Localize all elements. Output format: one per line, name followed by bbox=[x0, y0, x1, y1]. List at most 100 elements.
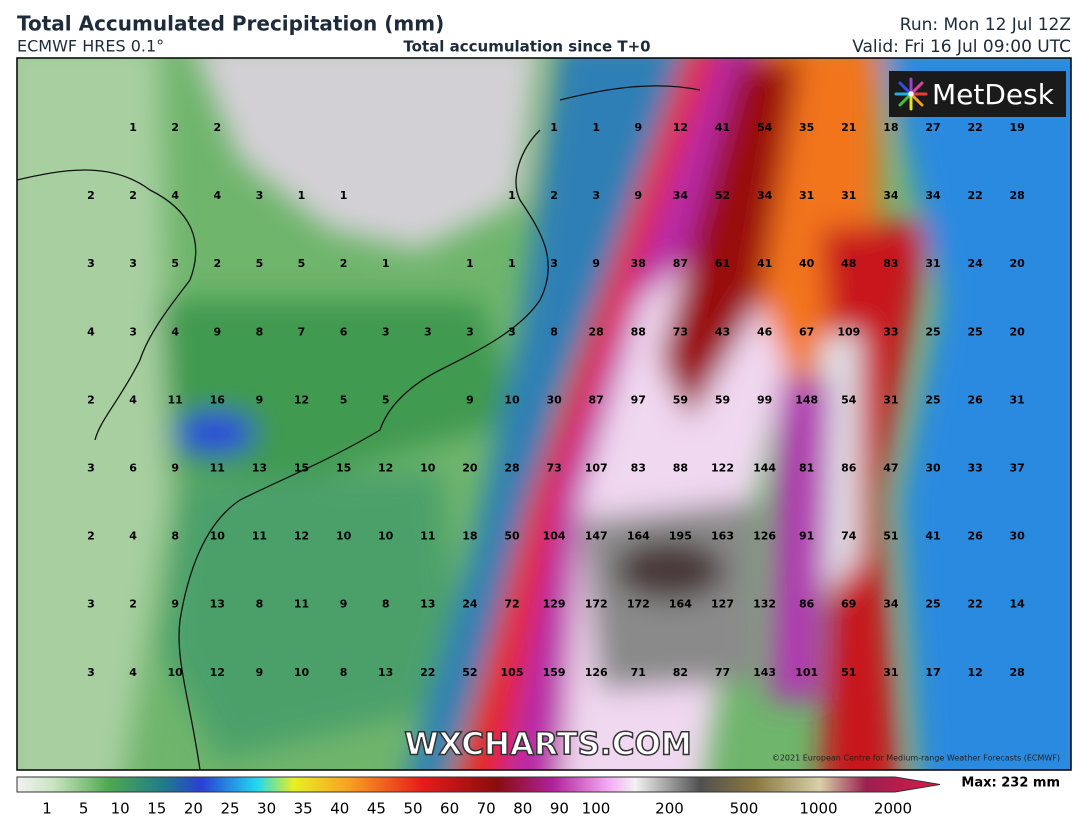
grid-value: 34 bbox=[757, 189, 773, 202]
colorbar-tick-label: 25 bbox=[220, 800, 239, 818]
grid-value: 13 bbox=[210, 598, 225, 611]
grid-value: 9 bbox=[171, 598, 179, 611]
grid-value: 20 bbox=[462, 462, 478, 475]
coastline bbox=[17, 85, 701, 770]
grid-value: 9 bbox=[171, 462, 179, 475]
grid-value: 9 bbox=[256, 393, 264, 406]
grid-value: 172 bbox=[585, 598, 608, 611]
grid-value: 81 bbox=[799, 462, 814, 475]
grid-value: 48 bbox=[841, 257, 856, 270]
colorbar-tick-label: 90 bbox=[550, 800, 569, 818]
colorbar-tick-label: 100 bbox=[582, 800, 611, 818]
grid-value: 1 bbox=[129, 121, 137, 134]
colorbar-tick-label: 10 bbox=[111, 800, 130, 818]
grid-value: 1 bbox=[508, 189, 516, 202]
grid-value: 147 bbox=[585, 530, 608, 543]
valid: Valid: Fri 16 Jul 09:00 UTC bbox=[852, 37, 1071, 57]
grid-value: 15 bbox=[294, 462, 309, 475]
grid-value: 8 bbox=[382, 598, 390, 611]
colorbar-tick-label: 40 bbox=[330, 800, 349, 818]
colorbar-tick-label: 200 bbox=[655, 800, 684, 818]
grid-value: 3 bbox=[550, 257, 558, 270]
subtitle: Total accumulation since T+0 bbox=[403, 38, 650, 56]
colorbar-tick-label: 20 bbox=[184, 800, 203, 818]
grid-value: 69 bbox=[841, 598, 856, 611]
grid-value: 41 bbox=[925, 530, 940, 543]
grid-value: 24 bbox=[967, 257, 983, 270]
grid-value: 127 bbox=[711, 598, 734, 611]
grid-value: 31 bbox=[925, 257, 940, 270]
grid-value: 16 bbox=[210, 393, 226, 406]
grid-value: 12 bbox=[294, 393, 309, 406]
grid-value: 3 bbox=[592, 189, 600, 202]
grid-value: 31 bbox=[841, 189, 856, 202]
grid-value: 126 bbox=[585, 666, 608, 679]
grid-value: 3 bbox=[424, 325, 432, 338]
run: Run: Mon 12 Jul 12Z bbox=[900, 15, 1071, 35]
grid-value: 38 bbox=[631, 257, 646, 270]
grid-value: 144 bbox=[753, 462, 776, 475]
grid-value: 12 bbox=[294, 530, 309, 543]
grid-value: 91 bbox=[799, 530, 814, 543]
grid-value: 1 bbox=[550, 121, 558, 134]
grid-value: 143 bbox=[753, 666, 776, 679]
grid-value: 34 bbox=[883, 598, 899, 611]
grid-value: 10 bbox=[294, 666, 310, 679]
grid-value: 22 bbox=[967, 598, 982, 611]
colorbar-tick-label: 500 bbox=[730, 800, 759, 818]
grid-value: 71 bbox=[631, 666, 646, 679]
grid-value: 126 bbox=[753, 530, 776, 543]
grid-labels: 1 2 2 1 1 9 12 41 54 35 21 18 27 22 192 2 4 4 3 1 1 1 2 3 9 34 52 3… bbox=[87, 121, 1025, 679]
grid-value: 41 bbox=[715, 121, 730, 134]
grid-value: 7 bbox=[298, 325, 306, 338]
grid-value: 9 bbox=[634, 189, 642, 202]
grid-value: 54 bbox=[757, 121, 773, 134]
grid-value: 9 bbox=[634, 121, 642, 134]
grid-value: 12 bbox=[378, 462, 393, 475]
grid-value: 3 bbox=[508, 325, 516, 338]
grid-value: 34 bbox=[883, 189, 899, 202]
grid-value: 61 bbox=[715, 257, 730, 270]
grid-value: 4 bbox=[171, 189, 179, 202]
grid-value: 10 bbox=[378, 530, 394, 543]
grid-value: 30 bbox=[925, 462, 941, 475]
logo-icon bbox=[894, 77, 928, 111]
grid-value: 26 bbox=[967, 393, 983, 406]
grid-value: 5 bbox=[382, 393, 390, 406]
grid-value: 4 bbox=[129, 666, 137, 679]
grid-value: 59 bbox=[715, 393, 730, 406]
grid-value: 8 bbox=[256, 325, 264, 338]
grid-value: 6 bbox=[129, 462, 137, 475]
grid-value: 3 bbox=[87, 666, 95, 679]
grid-value: 28 bbox=[504, 462, 519, 475]
grid-value: 163 bbox=[711, 530, 734, 543]
grid-value: 25 bbox=[967, 325, 982, 338]
grid-value: 54 bbox=[841, 393, 857, 406]
grid-value: 9 bbox=[256, 666, 264, 679]
colorbar-tick-label: 5 bbox=[79, 800, 89, 818]
grid-value: 10 bbox=[168, 666, 184, 679]
grid-value: 2 bbox=[87, 189, 95, 202]
grid-value: 159 bbox=[543, 666, 566, 679]
grid-value: 13 bbox=[252, 462, 267, 475]
grid-value: 4 bbox=[129, 393, 137, 406]
grid-value: 67 bbox=[799, 325, 814, 338]
grid-value: 11 bbox=[294, 598, 309, 611]
grid-value: 24 bbox=[462, 598, 478, 611]
watermark: WXCHARTS.COM bbox=[404, 727, 691, 763]
colorbar-tick-label: 35 bbox=[294, 800, 313, 818]
grid-value: 46 bbox=[757, 325, 773, 338]
colorbar-ticks: 1 5 10 15 20 25 30 35 40 45 50 60 70 80 90 100 200 500 100… bbox=[42, 800, 912, 818]
grid-value: 148 bbox=[795, 393, 818, 406]
colorbar-tick-label: 70 bbox=[477, 800, 496, 818]
grid-value: 18 bbox=[462, 530, 477, 543]
grid-value: 6 bbox=[340, 325, 348, 338]
grid-value: 9 bbox=[340, 598, 348, 611]
grid-value: 13 bbox=[420, 598, 435, 611]
grid-value: 8 bbox=[340, 666, 348, 679]
grid-value: 10 bbox=[210, 530, 226, 543]
colorbar-tick-label: 45 bbox=[367, 800, 386, 818]
grid-value: 2 bbox=[340, 257, 348, 270]
grid-value: 101 bbox=[795, 666, 818, 679]
grid-value: 105 bbox=[501, 666, 524, 679]
